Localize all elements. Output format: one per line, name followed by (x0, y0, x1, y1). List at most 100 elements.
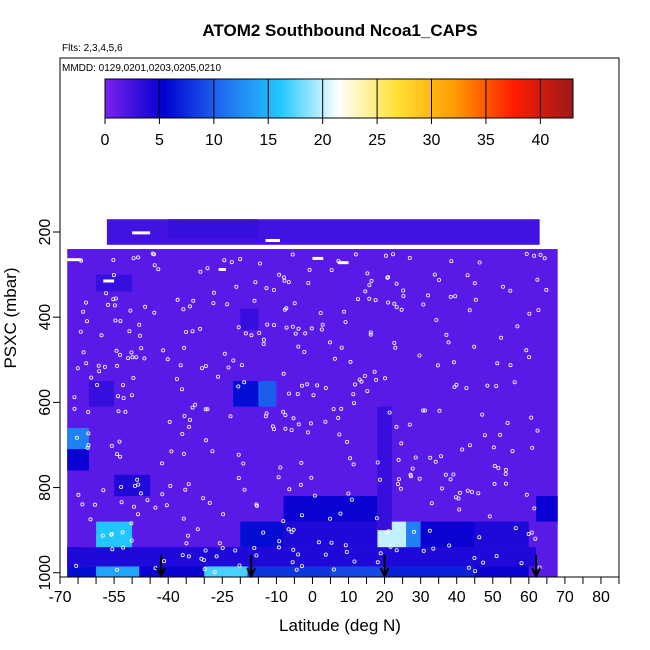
sample-marker (222, 351, 227, 356)
sample-marker (469, 489, 474, 494)
colorbar-tick-label: 35 (477, 132, 495, 149)
sample-marker (342, 309, 347, 314)
sample-marker (159, 461, 164, 466)
sample-marker (271, 287, 276, 292)
sample-marker (111, 257, 116, 262)
sample-marker (289, 530, 294, 535)
sample-marker (499, 335, 504, 340)
sample-marker (210, 449, 215, 454)
sample-marker (532, 506, 537, 511)
sample-marker (152, 310, 157, 315)
sample-marker (529, 415, 534, 420)
sample-marker (466, 565, 471, 570)
sample-marker (212, 570, 217, 575)
sample-marker (282, 278, 287, 283)
dates-label: MMDD: 0129,0201,0203,0205,0210 (62, 63, 221, 74)
sample-marker (465, 488, 470, 493)
sample-marker (329, 540, 334, 545)
data-cell (67, 449, 89, 471)
sample-marker (104, 291, 109, 296)
sample-marker (323, 419, 328, 424)
sample-marker (476, 491, 481, 496)
sample-marker (346, 491, 351, 496)
data-cell (139, 566, 205, 577)
y-tick-label: 400 (37, 304, 54, 331)
sample-marker (512, 380, 517, 385)
sample-marker (345, 439, 350, 444)
sample-marker (121, 396, 126, 401)
sample-marker (535, 428, 540, 433)
sample-marker (168, 483, 173, 488)
sample-marker (492, 463, 497, 468)
data-cell (88, 381, 115, 407)
sample-marker (331, 567, 336, 572)
sample-marker (207, 500, 212, 505)
sample-marker (137, 333, 142, 338)
sample-marker (396, 457, 401, 462)
sample-marker (293, 331, 298, 336)
sample-marker (261, 341, 266, 346)
sample-marker (309, 326, 314, 331)
sample-marker (109, 532, 114, 537)
sample-marker (113, 318, 118, 323)
sample-marker (316, 540, 321, 545)
sample-marker (367, 283, 372, 288)
sample-marker (307, 267, 312, 272)
sample-marker (101, 488, 106, 493)
sample-marker (375, 460, 380, 465)
sample-marker (398, 486, 403, 491)
flight-track-markers (67, 231, 558, 579)
data-cell (474, 566, 529, 577)
sample-marker (99, 333, 104, 338)
sample-marker (116, 394, 121, 399)
y-tick-label: 1000 (37, 555, 54, 591)
sample-marker (264, 411, 269, 416)
sample-marker (81, 350, 86, 355)
sample-marker (89, 375, 94, 380)
sample-marker (236, 452, 241, 457)
sample-marker (162, 559, 167, 564)
turnaround-arrow-head (379, 567, 390, 579)
sample-marker (114, 348, 119, 353)
sample-marker (323, 385, 328, 390)
sample-marker (394, 281, 399, 286)
sample-marker (385, 275, 390, 280)
sample-marker (238, 257, 243, 262)
sample-marker (198, 326, 203, 331)
colorbar-gradient (104, 78, 574, 119)
sample-marker (344, 550, 349, 555)
sample-marker (542, 256, 547, 261)
sample-marker (283, 413, 288, 418)
sample-marker (357, 377, 362, 382)
sample-marker (431, 546, 436, 551)
sample-marker (312, 493, 317, 498)
sample-marker (369, 278, 374, 283)
sample-marker (185, 533, 190, 538)
sample-marker (421, 408, 426, 413)
sample-marker (505, 420, 510, 425)
sample-marker (214, 554, 219, 559)
sample-marker (527, 355, 532, 360)
sample-marker (451, 360, 456, 365)
sample-marker (190, 405, 195, 410)
sample-marker (179, 387, 184, 392)
sample-marker (278, 465, 283, 470)
sample-marker (286, 527, 291, 532)
sample-marker (508, 363, 513, 368)
sample-marker (494, 554, 499, 559)
sample-marker (175, 297, 180, 302)
sample-marker (498, 432, 503, 437)
sample-marker (491, 445, 496, 450)
sample-marker (129, 538, 134, 543)
sample-marker (410, 466, 415, 471)
sample-marker (243, 331, 248, 336)
x-tick-label: 70 (556, 589, 574, 606)
chart-title: ATOM2 Southbound Ncoa1_CAPS (202, 21, 477, 40)
sample-marker (503, 467, 508, 472)
sample-marker (174, 376, 179, 381)
sample-marker (535, 277, 540, 282)
sample-marker (106, 302, 111, 307)
sample-marker (299, 383, 304, 388)
sample-marker (143, 304, 148, 309)
sample-marker (233, 548, 238, 553)
